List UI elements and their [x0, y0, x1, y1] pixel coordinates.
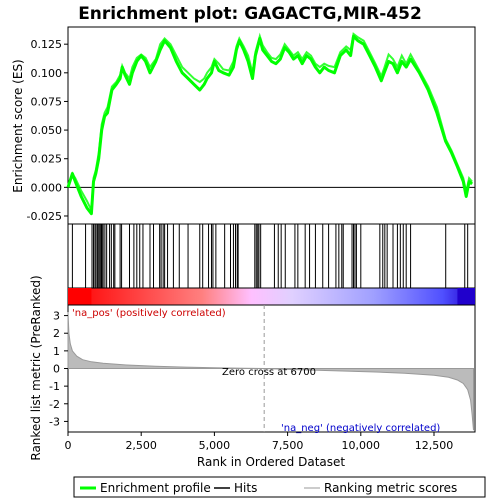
- es-ytick-label: 0.075: [31, 95, 63, 108]
- rank-xtick-label: 0: [65, 439, 72, 452]
- legend-label: Enrichment profile: [100, 481, 211, 495]
- rank-ytick-label: 1: [53, 345, 60, 358]
- rank-xtick-label: 5,000: [199, 439, 231, 452]
- rank-ytick-label: -1: [49, 380, 60, 393]
- ranking-metric-area: [67, 312, 474, 431]
- rank-colorbar: [67, 287, 476, 306]
- rank-ylabel: Ranked list metric (PreRanked): [29, 275, 43, 460]
- rank-xlabel: Rank in Ordered Dataset: [197, 455, 345, 469]
- es-ytick-label: 0.025: [31, 153, 63, 166]
- colorbar-gradient: [67, 287, 476, 306]
- colorbar-high-segment: [68, 288, 92, 305]
- es-ylabel: Enrichment score (ES): [11, 59, 25, 192]
- negative-correlation-label: 'na_neg' (negatively correlated): [281, 423, 440, 434]
- rank-ytick-label: 2: [53, 327, 60, 340]
- rank-ytick-label: -3: [49, 415, 60, 428]
- rank-xtick-label: 7,500: [272, 439, 304, 452]
- legend-label: Hits: [234, 481, 257, 495]
- rank-ytick-label: -2: [49, 398, 60, 411]
- es-profile-upper-line: [67, 32, 473, 215]
- es-panel: -0.025 0.000 0.025 0.050 0.075 0.100 0.125 Enr…: [11, 26, 476, 225]
- positive-correlation-label: 'na_pos' (positively correlated): [72, 308, 226, 319]
- es-ytick-label: 0.125: [31, 38, 63, 51]
- zero-cross-label: Zero cross at 6700: [222, 367, 316, 378]
- rank-ytick-label: 3: [53, 310, 60, 323]
- hits-panel-frame: [67, 223, 476, 289]
- es-ytick-label: 0.000: [31, 181, 63, 194]
- legend-label: Ranking metric scores: [324, 481, 457, 495]
- hits-panel: [67, 223, 476, 289]
- rank-xtick-label: 2,500: [125, 439, 157, 452]
- chart-title: Enrichment plot: GAGACTG,MIR-452: [78, 4, 422, 24]
- legend-box: [73, 476, 486, 498]
- rank-xtick-label: 10,000: [342, 439, 381, 452]
- rank-ytick-label: 0: [53, 363, 60, 376]
- legend: Enrichment profile Hits Ranking metric sco…: [73, 476, 486, 498]
- es-ytick-label: 0.100: [31, 67, 63, 80]
- es-ytick-label: 0.050: [31, 124, 63, 137]
- colorbar-low-segment: [457, 288, 475, 305]
- rank-xtick-label: 12,500: [415, 439, 454, 452]
- es-ytick-label: -0.025: [27, 210, 62, 223]
